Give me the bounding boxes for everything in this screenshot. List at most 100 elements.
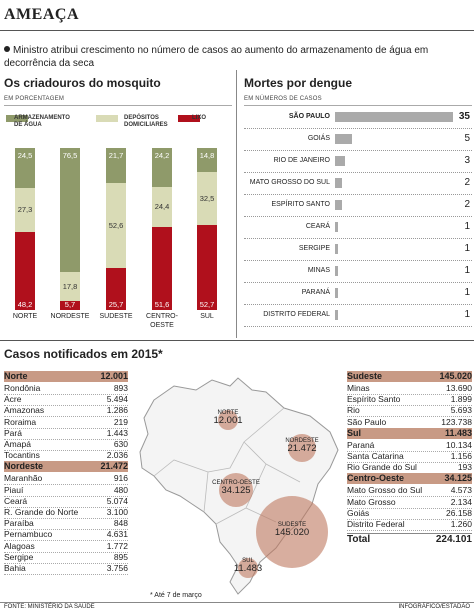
state-row: Minas 13.690 (347, 383, 472, 395)
state-row: Pernambuco 4.631 (4, 529, 128, 542)
state-value: 1.260 (450, 519, 472, 529)
death-value: 1 (464, 309, 470, 320)
state-name: Sergipe (4, 551, 34, 562)
state-row: Paraná 10.134 (347, 440, 472, 452)
death-value: 1 (464, 287, 470, 298)
state-value: 893 (113, 383, 128, 393)
state-row: Rio 5.693 (347, 405, 472, 418)
region-bubble (237, 557, 259, 579)
death-bar (335, 200, 342, 210)
state-value: 3.756 (106, 563, 128, 573)
bubble-region-name: SUDESTE (277, 522, 307, 528)
death-row: SÃO PAULO 35 (244, 106, 472, 129)
legend-swatch-depositos (96, 115, 118, 122)
stacked-bar: 24,2 24,4 51,6 (152, 148, 172, 311)
state-value: 193 (457, 462, 472, 473)
bubble-label: NORTE 12.001 (198, 410, 258, 425)
state-value: 895 (113, 551, 128, 562)
bubble-region-name: NORDESTE (285, 438, 319, 444)
state-name: Maranhão (4, 473, 43, 484)
bar-segment: 24,5 (15, 148, 35, 188)
bar-value-label: 24,4 (154, 202, 170, 212)
state-row: Amapá 630 (4, 439, 128, 451)
bar-segment: 27,3 (15, 187, 35, 232)
state-row: Paraíba 848 (4, 518, 128, 531)
page-title: AMEAÇA (4, 6, 79, 23)
bar-segment: 21,7 (106, 148, 126, 184)
bar-value-label: 52,6 (108, 221, 124, 231)
bar-segment: 14,8 (197, 148, 217, 172)
bar-segment: 25,7 (106, 268, 126, 310)
region-header: Nordeste 21.472 (4, 461, 128, 473)
state-value: 2.036 (106, 450, 128, 461)
state-value: 13.690 (446, 383, 472, 393)
death-value: 3 (464, 155, 470, 166)
death-state-label: GOIÁS (307, 135, 330, 142)
death-state-label: ESPÍRITO SANTO (271, 201, 330, 208)
state-row: Acre 5.494 (4, 394, 128, 407)
state-name: Bahia (4, 563, 26, 573)
category-label: SUL (200, 313, 214, 320)
state-name: Mato Grosso do Sul (347, 485, 423, 496)
legend-label-depositos: DEPÓSITOS DOMICILIARES (124, 115, 168, 128)
bubble-label: SUDESTE 145.020 (262, 522, 322, 537)
death-row: RIO DE JANEIRO 3 (244, 150, 472, 173)
death-row: MINAS 1 (244, 260, 472, 283)
region-name: Norte (4, 371, 28, 381)
bar-value-label: 48,2 (17, 299, 33, 309)
bubble-region-value: 21.472 (287, 443, 317, 454)
state-name: Mato Grosso (347, 496, 396, 507)
legend-label-agua: ARMAZENAMENTO DE ÁGUA (14, 115, 70, 128)
death-state-label: PARANÁ (301, 289, 330, 296)
death-value: 2 (464, 199, 470, 210)
region-bubble (288, 434, 316, 462)
cases-title: Casos notificados em 2015* (4, 347, 163, 361)
state-value: 5.494 (106, 394, 128, 405)
state-value: 5.074 (106, 495, 128, 506)
legend-swatch-lixo (178, 115, 200, 122)
bar-value-label: 17,8 (62, 281, 78, 291)
state-row: Rio Grande do Sul 193 (347, 462, 472, 475)
cases-table-left: Norte 12.001 Rondônia 893 Acre 5.494 Amazonas 1… (4, 371, 128, 599)
state-name: Rio Grande do Sul (347, 462, 417, 473)
footnote: * Até 7 de março (150, 592, 202, 599)
state-row: Piauí 480 (4, 485, 128, 497)
death-bar (335, 310, 339, 320)
state-row: Roraima 219 (4, 417, 128, 429)
state-value: 26.158 (446, 507, 472, 518)
region-header: Centro-Oeste 34.125 (347, 473, 472, 485)
region-bubble (256, 496, 328, 568)
bar-value-label: 27,3 (17, 205, 33, 215)
state-name: Alagoas (4, 540, 35, 551)
bar-value-label: 14,8 (199, 151, 215, 160)
state-name: Espírito Santo (347, 394, 401, 405)
state-value: 916 (113, 473, 128, 484)
death-state-label: MATO GROSSO DO SUL (249, 179, 330, 186)
bar-segment: 51,6 (152, 226, 172, 311)
state-row: São Paulo 123.738 (347, 417, 472, 429)
state-name: Pernambuco (4, 529, 53, 540)
death-row: SERGIPE 1 (244, 238, 472, 261)
state-value: 4.631 (106, 529, 128, 540)
footer-rule (0, 602, 474, 603)
state-name: Amapá (4, 439, 31, 449)
state-name: Goiás (347, 507, 370, 518)
state-row: Tocantins 2.036 (4, 450, 128, 463)
category-label: SUDESTE (99, 313, 133, 320)
state-name: Ceará (4, 495, 28, 506)
bar-value-label: 51,6 (154, 300, 170, 310)
stacked-bar: 21,7 52,6 25,7 (106, 148, 126, 310)
state-value: 3.100 (106, 507, 128, 517)
stacked-bar: 76,5 17,8 5,7 (60, 148, 80, 310)
state-value: 1.156 (450, 451, 472, 461)
lead-text: Ministro atribui crescimento no número d… (4, 44, 434, 70)
section-rule (0, 340, 474, 341)
death-row: GOIÁS 5 (244, 128, 472, 151)
legend-label-lixo: LIXO (192, 115, 207, 121)
stacked-bar-category-labels: NORTE NORDESTE SUDESTE CENTRO- OESTE SUL (0, 312, 236, 334)
bar-value-label: 76,5 (62, 151, 78, 160)
death-bar (335, 156, 346, 166)
region-name: Sul (347, 427, 362, 438)
death-row: ESPÍRITO SANTO 2 (244, 194, 472, 217)
region-value: 145.020 (439, 371, 472, 381)
